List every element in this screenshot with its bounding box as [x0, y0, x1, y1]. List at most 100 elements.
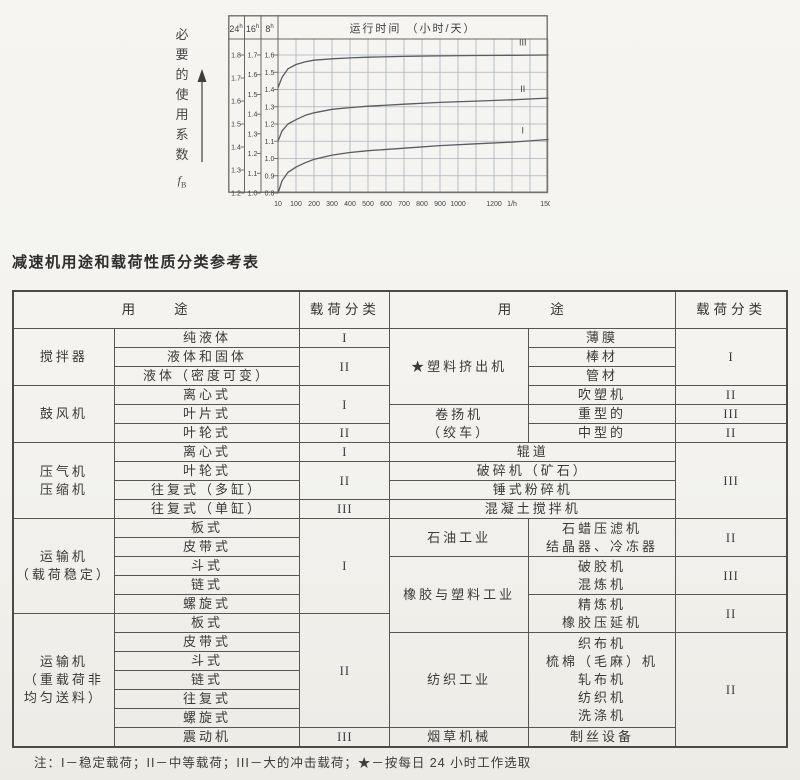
svg-text:I: I — [522, 125, 525, 135]
svg-text:500: 500 — [362, 201, 374, 208]
svg-text:1.6: 1.6 — [265, 53, 275, 60]
svg-text:100: 100 — [290, 201, 302, 208]
table-row: 链式 — [13, 575, 787, 595]
y-axis-label-char: 要 — [175, 47, 189, 62]
table-row: 斗式 橡胶与塑料工业 破胶机 混炼机 III — [13, 556, 788, 633]
use-item-cell: 板式 — [113, 518, 301, 538]
svg-text:1.1: 1.1 — [265, 139, 275, 146]
load-class-cell: III — [299, 499, 391, 519]
table-row: 螺旋式 精炼机 橡胶压延机 II — [13, 594, 788, 633]
y-axis-label-char: 用 — [175, 107, 189, 122]
use-item-cell: 液体和固体 — [113, 347, 301, 367]
table-row: 叶轮式 II 破碎机（矿石） — [13, 461, 787, 500]
table-row: 液体（密度可变） 管材 — [13, 366, 787, 386]
svg-text:0.9: 0.9 — [265, 173, 275, 180]
load-class-cell: II — [675, 594, 788, 633]
load-header-left: 载荷分类 — [299, 290, 391, 329]
svg-text:1/h: 1/h — [507, 201, 517, 208]
svg-text:1.2: 1.2 — [248, 151, 258, 158]
use-group-cell: ★塑料挤出机 — [389, 328, 529, 405]
use-item-cell: 制丝设备 — [527, 727, 677, 748]
svg-text:II: II — [520, 84, 525, 94]
load-class-cell: III — [675, 404, 788, 424]
svg-text:1.3: 1.3 — [248, 131, 258, 138]
use-group-cell: 运输机 （重载荷非 均匀送料） — [12, 613, 115, 748]
svg-text:1.5: 1.5 — [231, 122, 241, 129]
table-row: 螺旋式 — [13, 708, 787, 728]
use-item-cell: 吹塑机 — [527, 385, 677, 405]
load-class-cell: II — [299, 423, 391, 443]
use-group-cell: 搅拌器 — [12, 328, 115, 386]
load-class-cell: III — [675, 442, 788, 519]
y-axis-label-char: 使 — [175, 87, 189, 102]
load-class-cell: II — [299, 461, 391, 500]
load-class-cell: II — [675, 385, 788, 405]
svg-text:1000: 1000 — [450, 201, 466, 208]
svg-text:1.6: 1.6 — [231, 99, 241, 106]
svg-text:1.2: 1.2 — [265, 122, 275, 129]
use-item-cell: 皮带式 — [113, 537, 301, 557]
load-classification-table: 用 途 载荷分类 用 途 载荷分类 搅拌器 纯液体 I ★塑料挤出机 薄膜 I … — [12, 290, 788, 748]
svg-text:1.0: 1.0 — [248, 191, 258, 198]
svg-text:200: 200 — [308, 201, 320, 208]
svg-text:1.2: 1.2 — [231, 191, 241, 198]
table-row: 运输机 （载荷稳定） 板式 I 石油工业 石蜡压滤机 结晶器、冷冻器 II — [12, 518, 788, 614]
use-group-cell: 烟草机械 — [389, 727, 529, 748]
use-item-cell: 混凝土搅拌机 — [389, 499, 677, 519]
use-header-right: 用 途 — [389, 290, 677, 329]
svg-text:1.4: 1.4 — [265, 87, 275, 94]
use-item-cell: 精炼机 橡胶压延机 — [527, 594, 677, 633]
use-item-cell: 板式 — [113, 613, 301, 633]
use-group-cell: 运输机 （载荷稳定） — [12, 518, 115, 614]
svg-text:运行时间 （小时/天）: 运行时间 （小时/天） — [349, 22, 476, 35]
use-item-cell: 锤式粉碎机 — [389, 480, 677, 500]
use-group-cell: 纺织工业 — [389, 632, 529, 728]
use-item-cell: 重型的 — [527, 404, 677, 424]
svg-text:10: 10 — [274, 201, 282, 208]
svg-text:1.5: 1.5 — [248, 92, 258, 99]
use-item-cell: 棒材 — [527, 347, 677, 367]
use-item-cell: 辊道 — [389, 442, 677, 462]
use-item-cell: 织布机 梳棉（毛麻）机 轧布机 纺织机 洗涤机 — [527, 632, 677, 728]
use-item-cell: 破胶机 混炼机 — [527, 556, 677, 595]
svg-text:8h: 8h — [265, 24, 273, 34]
use-group-cell: 卷扬机 （绞车） — [389, 404, 529, 443]
use-item-cell: 破碎机（矿石） — [389, 461, 677, 481]
use-item-cell: 斗式 — [113, 651, 301, 671]
use-item-cell: 液体（密度可变） — [113, 366, 301, 386]
table-row: 往复式（多缸） 锤式粉碎机 — [13, 480, 787, 500]
table-header-row: 用 途 载荷分类 用 途 载荷分类 — [12, 290, 788, 329]
table-row: 液体和固体 II 棒材 — [13, 347, 787, 386]
svg-text:1.4: 1.4 — [248, 112, 258, 119]
use-item-cell: 皮带式 — [113, 632, 301, 652]
y-axis-label-char: 数 — [175, 147, 189, 162]
svg-text:1200: 1200 — [486, 201, 502, 208]
use-item-cell: 纯液体 — [113, 328, 301, 348]
svg-text:1500: 1500 — [540, 201, 550, 208]
up-arrow-icon — [197, 69, 207, 162]
svg-text:300: 300 — [326, 201, 338, 208]
load-class-cell: II — [299, 347, 391, 386]
service-factor-chart: 24h 16h 8h 运行时间 （小时/天） 1.8 1.7 1.6 1.5 1.4 1.3 1.2… — [228, 15, 550, 208]
svg-text:16h: 16h — [246, 24, 259, 34]
use-header-left: 用 途 — [12, 290, 301, 329]
use-item-cell: 离心式 — [113, 442, 301, 462]
load-class-cell: I — [299, 518, 391, 614]
table-title: 减速机用途和载荷性质分类参考表 — [12, 254, 260, 271]
use-item-cell: 螺旋式 — [113, 708, 301, 728]
load-class-cell: III — [675, 556, 788, 595]
use-item-cell: 链式 — [113, 575, 301, 595]
svg-text:0.8: 0.8 — [265, 191, 275, 198]
table-row: 震动机 III 烟草机械 制丝设备 — [13, 727, 787, 748]
footnote: 注：I－稳定载荷；II－中等载荷；III－大的冲击载荷；★－按每日 24 小时工… — [34, 756, 532, 770]
table-row: 往复式（单缸） III 混凝土搅拌机 — [13, 499, 787, 519]
table-row: 搅拌器 纯液体 I ★塑料挤出机 薄膜 I — [12, 328, 788, 405]
use-item-cell: 离心式 — [113, 385, 301, 405]
use-item-cell: 薄膜 — [527, 328, 677, 348]
use-item-cell: 往复式（多缸） — [113, 480, 301, 500]
svg-text:600: 600 — [380, 201, 392, 208]
use-group-cell: 石油工业 — [389, 518, 529, 557]
load-class-cell: I — [299, 442, 391, 462]
use-group-cell: 橡胶与塑料工业 — [389, 556, 529, 633]
